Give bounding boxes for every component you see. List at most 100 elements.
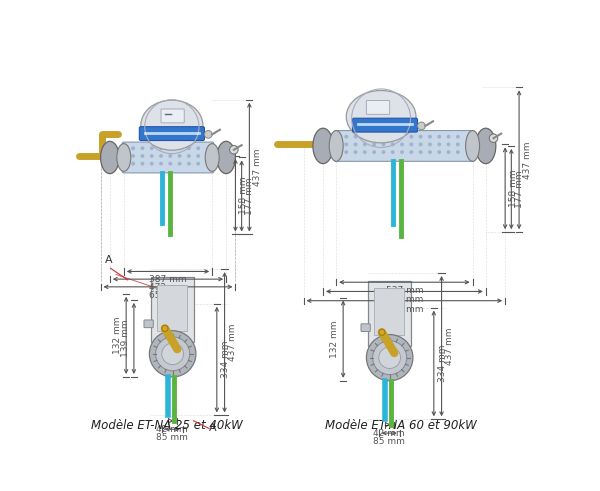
Text: 158 mm: 158 mm bbox=[509, 169, 518, 207]
FancyBboxPatch shape bbox=[161, 109, 184, 123]
Text: 177 mm: 177 mm bbox=[245, 177, 254, 215]
Circle shape bbox=[159, 162, 163, 165]
Circle shape bbox=[178, 146, 182, 150]
Circle shape bbox=[178, 162, 182, 165]
Ellipse shape bbox=[313, 128, 333, 164]
Text: 132 mm: 132 mm bbox=[330, 321, 339, 358]
Circle shape bbox=[196, 146, 200, 150]
Text: 85 mm: 85 mm bbox=[157, 433, 188, 442]
Circle shape bbox=[159, 154, 163, 158]
Circle shape bbox=[169, 162, 172, 165]
FancyBboxPatch shape bbox=[361, 324, 370, 331]
Text: 334 mm: 334 mm bbox=[438, 345, 446, 382]
Circle shape bbox=[205, 131, 212, 138]
Text: 85 mm: 85 mm bbox=[373, 437, 405, 446]
Ellipse shape bbox=[141, 100, 203, 150]
Ellipse shape bbox=[329, 131, 343, 162]
Text: Modèle ET-NA 25 et 40kW: Modèle ET-NA 25 et 40kW bbox=[91, 419, 242, 432]
Ellipse shape bbox=[346, 90, 416, 143]
Circle shape bbox=[187, 146, 191, 150]
Text: 624 mm: 624 mm bbox=[386, 295, 423, 304]
Text: 437 mm: 437 mm bbox=[523, 141, 532, 179]
Text: 42 mm: 42 mm bbox=[373, 429, 405, 437]
Circle shape bbox=[353, 142, 358, 146]
Circle shape bbox=[446, 142, 451, 146]
Circle shape bbox=[363, 142, 367, 146]
Circle shape bbox=[140, 162, 145, 165]
Circle shape bbox=[409, 150, 413, 154]
Text: A: A bbox=[209, 423, 217, 433]
Circle shape bbox=[159, 146, 163, 150]
Text: 42 mm: 42 mm bbox=[157, 425, 188, 434]
Circle shape bbox=[446, 135, 451, 138]
Circle shape bbox=[367, 334, 413, 381]
Circle shape bbox=[456, 142, 460, 146]
FancyBboxPatch shape bbox=[157, 284, 187, 331]
Ellipse shape bbox=[101, 141, 119, 174]
Circle shape bbox=[140, 146, 145, 150]
Circle shape bbox=[187, 154, 191, 158]
Circle shape bbox=[428, 135, 432, 138]
Circle shape bbox=[418, 122, 425, 130]
Text: 177 mm: 177 mm bbox=[515, 170, 524, 208]
FancyBboxPatch shape bbox=[122, 142, 214, 173]
Circle shape bbox=[400, 135, 404, 138]
Circle shape bbox=[196, 162, 200, 165]
Circle shape bbox=[344, 142, 348, 146]
Text: 158 mm: 158 mm bbox=[239, 176, 248, 214]
FancyBboxPatch shape bbox=[367, 101, 389, 114]
Ellipse shape bbox=[476, 128, 496, 164]
Text: 437 mm: 437 mm bbox=[253, 148, 262, 186]
Circle shape bbox=[187, 162, 191, 165]
Circle shape bbox=[379, 329, 385, 335]
Circle shape bbox=[150, 154, 154, 158]
Circle shape bbox=[372, 135, 376, 138]
Circle shape bbox=[372, 142, 376, 146]
Text: 437 mm: 437 mm bbox=[229, 324, 238, 361]
Circle shape bbox=[196, 154, 200, 158]
Circle shape bbox=[162, 343, 184, 365]
Ellipse shape bbox=[205, 144, 219, 171]
Circle shape bbox=[382, 142, 385, 146]
Circle shape bbox=[372, 150, 376, 154]
Circle shape bbox=[391, 150, 395, 154]
Circle shape bbox=[419, 135, 422, 138]
Circle shape bbox=[178, 154, 182, 158]
Circle shape bbox=[419, 142, 422, 146]
Text: 387 mm: 387 mm bbox=[149, 275, 187, 284]
Circle shape bbox=[437, 150, 441, 154]
Circle shape bbox=[150, 162, 154, 165]
Circle shape bbox=[131, 146, 135, 150]
Circle shape bbox=[437, 142, 441, 146]
Circle shape bbox=[437, 135, 441, 138]
Circle shape bbox=[456, 135, 460, 138]
Text: 334 mm: 334 mm bbox=[221, 341, 230, 379]
Circle shape bbox=[382, 135, 385, 138]
Circle shape bbox=[353, 150, 358, 154]
Circle shape bbox=[391, 135, 395, 138]
Circle shape bbox=[428, 150, 432, 154]
FancyBboxPatch shape bbox=[368, 281, 410, 346]
FancyBboxPatch shape bbox=[151, 277, 194, 342]
Text: 802 mm: 802 mm bbox=[386, 304, 423, 314]
FancyBboxPatch shape bbox=[144, 320, 153, 327]
Circle shape bbox=[131, 162, 135, 165]
Circle shape bbox=[379, 347, 401, 368]
FancyBboxPatch shape bbox=[335, 131, 474, 162]
Text: Modèle ET-NA 60 et 90kW: Modèle ET-NA 60 et 90kW bbox=[325, 419, 476, 432]
Circle shape bbox=[149, 331, 196, 377]
Circle shape bbox=[400, 142, 404, 146]
Circle shape bbox=[363, 150, 367, 154]
Circle shape bbox=[344, 135, 348, 138]
Text: 472 mm: 472 mm bbox=[149, 283, 187, 292]
Ellipse shape bbox=[466, 131, 479, 162]
Text: 652 mm: 652 mm bbox=[149, 291, 187, 300]
Circle shape bbox=[169, 154, 172, 158]
Text: 437 mm: 437 mm bbox=[445, 327, 454, 365]
Circle shape bbox=[446, 150, 451, 154]
FancyBboxPatch shape bbox=[139, 127, 205, 140]
Ellipse shape bbox=[217, 141, 235, 174]
Circle shape bbox=[169, 146, 172, 150]
Text: 132 mm: 132 mm bbox=[113, 317, 122, 354]
Circle shape bbox=[400, 150, 404, 154]
